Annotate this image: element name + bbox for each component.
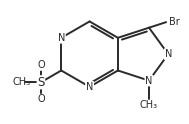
Text: N: N [165, 49, 172, 59]
Text: S: S [37, 76, 45, 89]
Text: Br: Br [169, 17, 180, 27]
Text: N: N [145, 76, 153, 86]
Text: N: N [86, 82, 93, 92]
Text: CH₃: CH₃ [12, 77, 30, 87]
Text: O: O [37, 60, 45, 70]
Text: CH₃: CH₃ [140, 100, 158, 110]
Text: O: O [37, 94, 45, 104]
Text: N: N [58, 33, 65, 43]
